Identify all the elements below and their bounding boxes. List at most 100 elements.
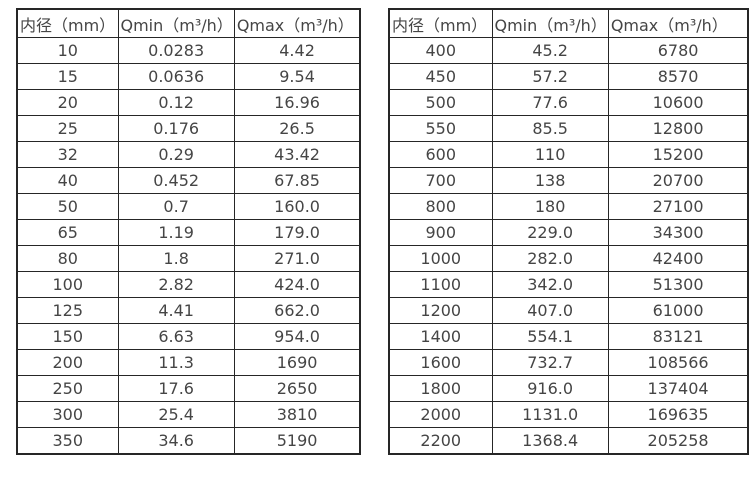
table-row: 1000 282.0 42400 (388, 245, 749, 272)
cell-inner-diameter: 1100 (388, 271, 493, 298)
cell-qmin: 916.0 (491, 375, 609, 402)
table-body: 400 45.2 6780 450 57.2 8570 500 77.6 10600 550 85.… (388, 37, 749, 455)
table-row: 32 0.29 43.42 (16, 141, 361, 168)
table-row: 200 11.3 1690 (16, 349, 361, 376)
cell-inner-diameter: 350 (16, 427, 119, 455)
cell-qmax: 16.96 (233, 89, 361, 116)
cell-inner-diameter: 600 (388, 141, 493, 168)
cell-qmax: 2650 (233, 375, 361, 402)
table-row: 65 1.19 179.0 (16, 219, 361, 246)
table-row: 15 0.0636 9.54 (16, 63, 361, 90)
cell-qmax: 42400 (607, 245, 749, 272)
cell-qmin: 1.19 (117, 219, 235, 246)
cell-qmax: 10600 (607, 89, 749, 116)
table-row: 125 4.41 662.0 (16, 297, 361, 324)
cell-inner-diameter: 250 (16, 375, 119, 402)
cell-qmin: 0.12 (117, 89, 235, 116)
cell-qmin: 0.0283 (117, 37, 235, 64)
table-row: 900 229.0 34300 (388, 219, 749, 246)
cell-qmin: 342.0 (491, 271, 609, 298)
cell-qmin: 554.1 (491, 323, 609, 350)
cell-qmax: 27100 (607, 193, 749, 220)
table-row: 1200 407.0 61000 (388, 297, 749, 324)
table-row: 2000 1131.0 169635 (388, 401, 749, 428)
cell-inner-diameter: 125 (16, 297, 119, 324)
table-row: 10 0.0283 4.42 (16, 37, 361, 64)
header-inner-diameter: 内径（mm） (388, 8, 493, 38)
table-row: 80 1.8 271.0 (16, 245, 361, 272)
cell-qmax: 1690 (233, 349, 361, 376)
table-row: 50 0.7 160.0 (16, 193, 361, 220)
cell-qmax: 5190 (233, 427, 361, 455)
cell-qmax: 15200 (607, 141, 749, 168)
cell-qmax: 160.0 (233, 193, 361, 220)
table-row: 250 17.6 2650 (16, 375, 361, 402)
cell-qmax: 179.0 (233, 219, 361, 246)
cell-qmax: 67.85 (233, 167, 361, 194)
header-qmin: Qmin（m³/h） (491, 8, 609, 38)
cell-inner-diameter: 800 (388, 193, 493, 220)
cell-qmin: 34.6 (117, 427, 235, 455)
table-row: 150 6.63 954.0 (16, 323, 361, 350)
cell-inner-diameter: 150 (16, 323, 119, 350)
cell-qmin: 0.0636 (117, 63, 235, 90)
table-row: 450 57.2 8570 (388, 63, 749, 90)
flow-spec-table-small-diameters: 内径（mm） Qmin（m³/h） Qmax（m³/h） 10 0.0283 4.4… (16, 8, 362, 455)
cell-qmin: 1131.0 (491, 401, 609, 428)
cell-qmin: 0.29 (117, 141, 235, 168)
cell-qmin: 0.176 (117, 115, 235, 142)
cell-inner-diameter: 32 (16, 141, 119, 168)
cell-qmin: 45.2 (491, 37, 609, 64)
cell-qmin: 732.7 (491, 349, 609, 376)
table-row: 400 45.2 6780 (388, 37, 749, 64)
cell-inner-diameter: 550 (388, 115, 493, 142)
cell-qmax: 9.54 (233, 63, 361, 90)
cell-qmax: 83121 (607, 323, 749, 350)
cell-inner-diameter: 2000 (388, 401, 493, 428)
cell-qmin: 1368.4 (491, 427, 609, 455)
cell-qmin: 25.4 (117, 401, 235, 428)
cell-inner-diameter: 2200 (388, 427, 493, 455)
table-row: 100 2.82 424.0 (16, 271, 361, 298)
table-row: 550 85.5 12800 (388, 115, 749, 142)
table-row: 600 110 15200 (388, 141, 749, 168)
table-body: 10 0.0283 4.42 15 0.0636 9.54 20 0.12 16.96 25 0.1… (16, 37, 361, 455)
cell-qmax: 169635 (607, 401, 749, 428)
table-row: 500 77.6 10600 (388, 89, 749, 116)
cell-inner-diameter: 50 (16, 193, 119, 220)
header-qmax: Qmax（m³/h） (233, 8, 361, 38)
cell-inner-diameter: 10 (16, 37, 119, 64)
cell-inner-diameter: 900 (388, 219, 493, 246)
cell-qmax: 8570 (607, 63, 749, 90)
cell-inner-diameter: 25 (16, 115, 119, 142)
cell-qmax: 6780 (607, 37, 749, 64)
cell-qmin: 85.5 (491, 115, 609, 142)
cell-qmin: 77.6 (491, 89, 609, 116)
flow-spec-table-large-diameters: 内径（mm） Qmin（m³/h） Qmax（m³/h） 400 45.2 6780… (388, 8, 750, 455)
cell-inner-diameter: 1200 (388, 297, 493, 324)
cell-qmax: 26.5 (233, 115, 361, 142)
cell-inner-diameter: 700 (388, 167, 493, 194)
cell-qmax: 43.42 (233, 141, 361, 168)
cell-inner-diameter: 80 (16, 245, 119, 272)
cell-qmin: 17.6 (117, 375, 235, 402)
cell-qmin: 11.3 (117, 349, 235, 376)
table-row: 1400 554.1 83121 (388, 323, 749, 350)
cell-qmax: 61000 (607, 297, 749, 324)
cell-qmax: 20700 (607, 167, 749, 194)
cell-inner-diameter: 100 (16, 271, 119, 298)
cell-inner-diameter: 15 (16, 63, 119, 90)
cell-qmax: 137404 (607, 375, 749, 402)
table-row: 1800 916.0 137404 (388, 375, 749, 402)
cell-inner-diameter: 65 (16, 219, 119, 246)
table-row: 350 34.6 5190 (16, 427, 361, 455)
cell-inner-diameter: 1400 (388, 323, 493, 350)
cell-qmin: 138 (491, 167, 609, 194)
header-qmin: Qmin（m³/h） (117, 8, 235, 38)
cell-qmin: 282.0 (491, 245, 609, 272)
cell-qmin: 0.7 (117, 193, 235, 220)
table-row: 25 0.176 26.5 (16, 115, 361, 142)
cell-qmax: 205258 (607, 427, 749, 455)
table-row: 2200 1368.4 205258 (388, 427, 749, 455)
cell-qmax: 4.42 (233, 37, 361, 64)
